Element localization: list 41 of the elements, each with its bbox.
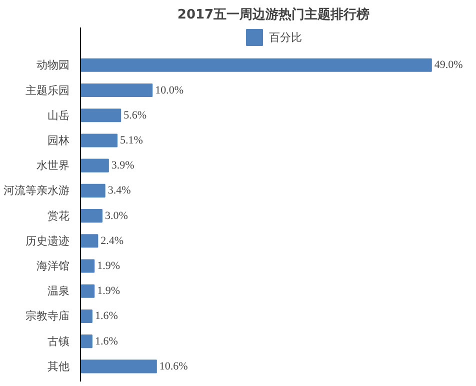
- y-tick-label: 历史遗迹: [26, 234, 70, 248]
- bar: [80, 309, 92, 323]
- data-label: 10.0%: [155, 84, 184, 96]
- bar: [80, 234, 98, 248]
- y-tick-label: 温泉: [48, 284, 70, 298]
- data-label: 1.9%: [97, 260, 120, 272]
- y-tick-label: 园林: [48, 134, 70, 147]
- data-label: 5.1%: [120, 134, 143, 146]
- y-tick-label: 主题乐园: [26, 84, 70, 97]
- data-label: 1.9%: [97, 285, 120, 298]
- data-label: 3.0%: [104, 210, 128, 222]
- legend-label: 百分比: [269, 30, 302, 44]
- bar: [80, 108, 122, 122]
- bar: [80, 83, 153, 98]
- bar: [80, 184, 106, 198]
- bar: [80, 158, 109, 172]
- bar: [80, 259, 95, 273]
- y-tick-label: 古镇: [48, 334, 70, 348]
- data-label: 3.4%: [108, 184, 131, 197]
- bar: [80, 209, 102, 223]
- bar: [80, 334, 92, 348]
- bar: [80, 134, 118, 148]
- bar: [80, 58, 432, 72]
- y-tick-label: 动物园: [36, 58, 70, 72]
- data-label: 1.6%: [94, 310, 118, 322]
- data-label: 49.0%: [434, 59, 463, 72]
- bar: [80, 284, 95, 298]
- y-tick-label: 水世界: [36, 159, 70, 172]
- bar: [80, 360, 157, 374]
- data-label: 2.4%: [100, 234, 124, 247]
- y-tick-label: 其他: [48, 360, 70, 373]
- y-tick-label: 宗教寺庙: [26, 310, 70, 323]
- data-label: 5.6%: [124, 109, 147, 122]
- y-tick-label: 河流等亲水游: [4, 184, 70, 198]
- y-tick-label: 海洋馆: [36, 260, 70, 273]
- data-label: 1.6%: [94, 335, 118, 348]
- chart-title: 2017五一周边游热门主题排行榜: [177, 6, 370, 22]
- data-label: 10.6%: [159, 360, 188, 372]
- y-tick-label: 赏花: [48, 209, 70, 222]
- y-tick-label: 山岳: [48, 108, 70, 122]
- data-label: 3.9%: [111, 160, 134, 172]
